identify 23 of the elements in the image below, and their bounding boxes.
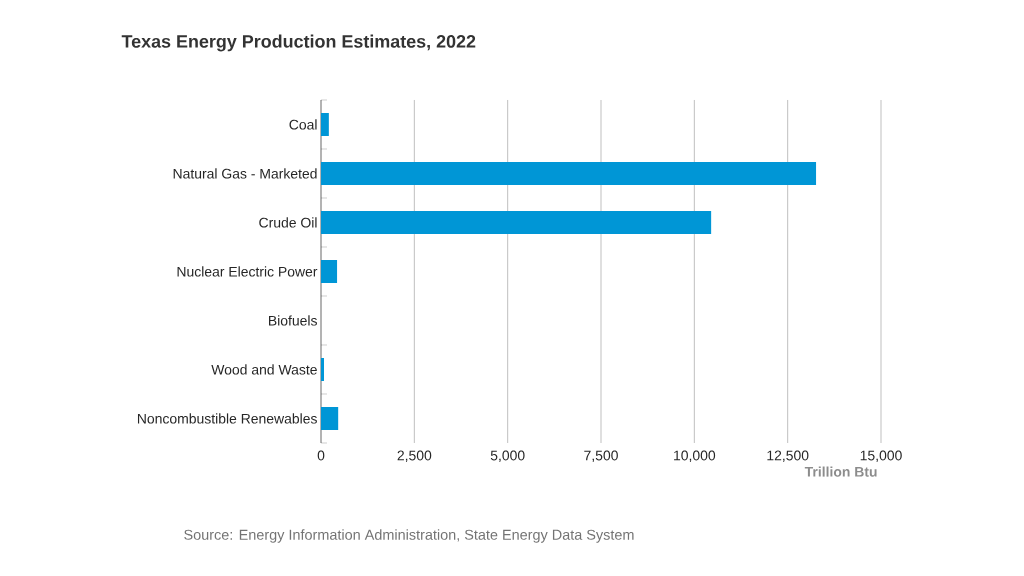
bar — [321, 406, 339, 430]
x-tick-label: 7,500 — [584, 450, 618, 463]
y-tick-label: Noncombustible Renewables — [137, 413, 317, 424]
bar — [321, 259, 338, 283]
x-axis-title: Trillion Btu — [804, 466, 877, 477]
y-tick-label: Coal — [289, 119, 317, 130]
x-tick-label: 10,000 — [674, 450, 716, 463]
source-note: Source: Energy Information Administration, State Energy Data System — [184, 529, 634, 543]
y-tick-label: Wood and Waste — [211, 364, 317, 375]
x-tick-label: 0 — [317, 450, 325, 461]
x-tick-label: 5,000 — [490, 450, 525, 463]
bar — [321, 161, 817, 185]
bar — [321, 112, 329, 136]
x-tick-label: 12,500 — [767, 450, 809, 463]
y-tick-label: Crude Oil — [259, 217, 317, 228]
bar — [321, 357, 324, 381]
y-tick-label: Natural Gas - Marketed — [173, 168, 317, 179]
y-tick-label: Nuclear Electric Power — [177, 266, 318, 277]
bar — [321, 210, 712, 234]
y-tick-label: Biofuels — [269, 315, 317, 326]
x-tick-label: 2,500 — [397, 450, 432, 463]
x-tick-label: 15,000 — [860, 450, 902, 463]
chart-title: Texas Energy Production Estimates, 2022 — [121, 34, 476, 52]
